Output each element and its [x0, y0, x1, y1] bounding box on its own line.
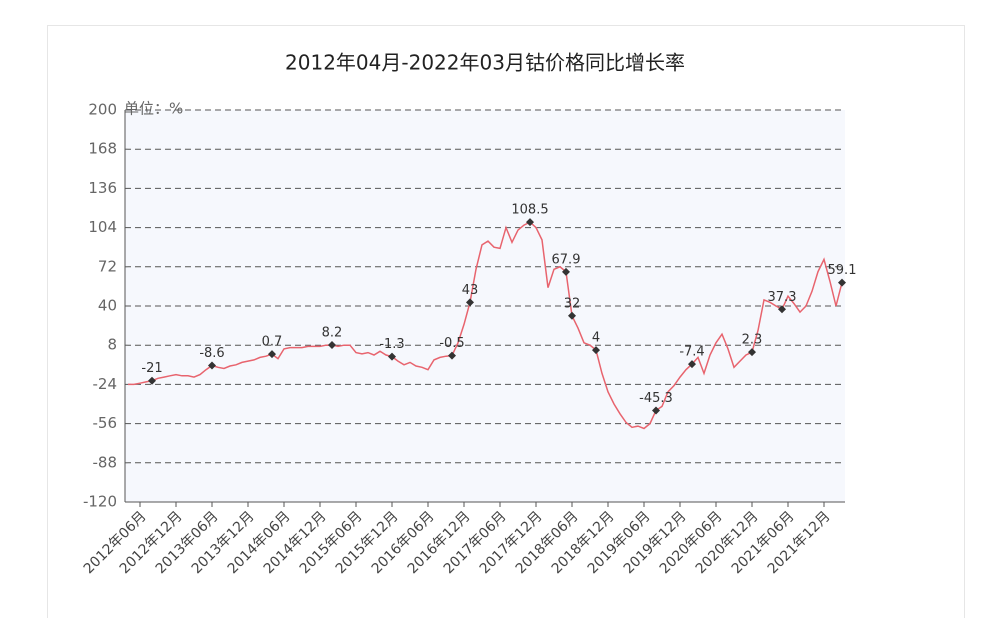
line — [128, 221, 843, 430]
data-label: 4 — [592, 331, 600, 346]
point-marker — [838, 278, 846, 287]
point-marker — [208, 361, 216, 370]
y-tick-label: 104 — [88, 218, 117, 236]
y-tick-label: 200 — [88, 101, 117, 119]
point-marker — [778, 305, 786, 314]
y-tick-label: 40 — [98, 297, 117, 315]
y-tick-label: 168 — [88, 140, 117, 158]
point-marker — [448, 351, 456, 360]
point-marker — [568, 311, 576, 320]
point-marker — [328, 340, 336, 349]
point-marker — [526, 218, 534, 227]
data-label: -21 — [141, 361, 162, 376]
y-tick-label: -88 — [93, 453, 118, 471]
y-unit-label: 单位：% — [124, 100, 183, 118]
data-label: 108.5 — [511, 203, 548, 218]
data-label: 2.3 — [742, 333, 763, 348]
point-marker — [562, 267, 570, 276]
y-tick-label: -120 — [83, 493, 117, 511]
y-tick-label: 8 — [107, 336, 117, 354]
y-tick-label: 136 — [88, 179, 117, 197]
data-label: 8.2 — [322, 325, 343, 340]
point-marker — [688, 360, 696, 369]
data-label: 0.7 — [262, 335, 283, 350]
y-tick-label: -56 — [93, 414, 118, 432]
point-marker — [748, 348, 756, 357]
data-label: 37.3 — [768, 290, 797, 305]
point-marker — [268, 350, 276, 359]
data-label: 32 — [564, 296, 581, 311]
data-label: 67.9 — [552, 252, 581, 267]
point-marker — [652, 406, 660, 415]
point-marker — [388, 352, 396, 361]
data-label: -8.6 — [199, 346, 224, 361]
data-label: 59.1 — [828, 263, 857, 278]
data-label: -0.5 — [439, 336, 464, 351]
point-marker — [592, 346, 600, 355]
data-label: -45.3 — [639, 391, 673, 406]
chart-title: 2012年04月-2022年03月钴价格同比增长率 — [285, 51, 685, 75]
data-label: -1.3 — [379, 337, 404, 352]
y-tick-label: -24 — [93, 375, 118, 393]
y-tick-label: 72 — [98, 257, 117, 275]
point-marker — [148, 376, 156, 385]
point-marker — [466, 298, 474, 307]
data-label: -7.4 — [679, 345, 704, 360]
data-label: 43 — [462, 283, 479, 298]
